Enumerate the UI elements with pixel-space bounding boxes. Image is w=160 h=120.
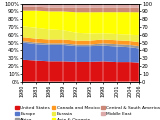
Legend: United States, Europe, Africa, Canada and Mexico, Eurasia, Asia & Oceania, Centr: United States, Europe, Africa, Canada an…	[15, 106, 160, 120]
